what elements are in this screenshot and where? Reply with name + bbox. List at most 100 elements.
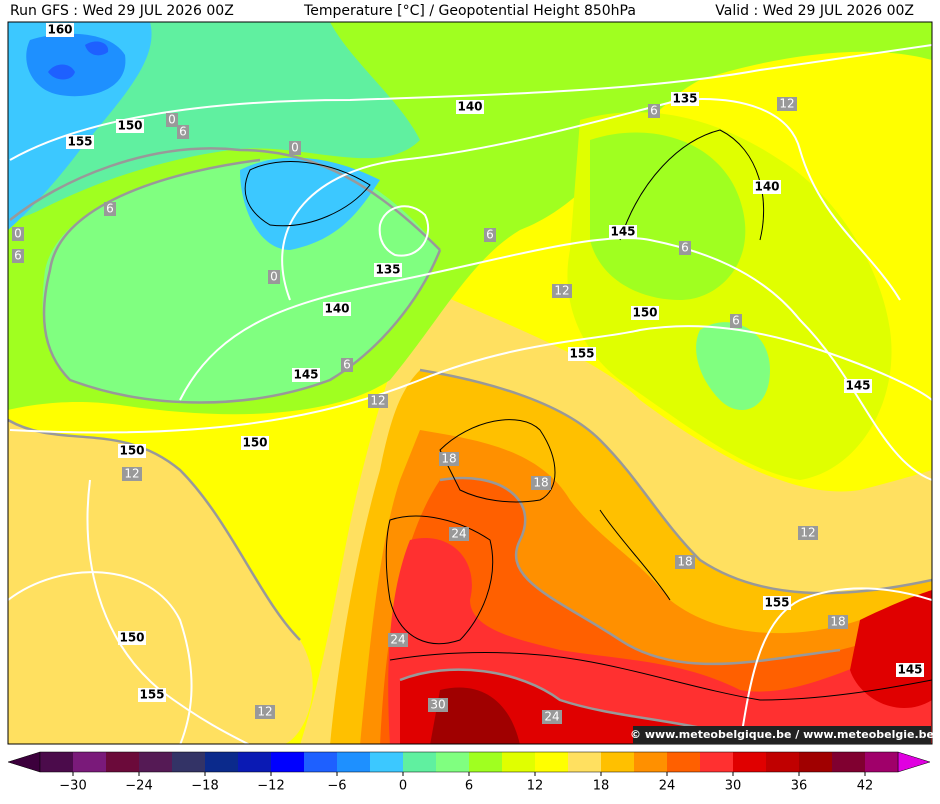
colorbar: −30 −24 −18 −12 −6 0 6 12 18 24 30 36 42 [7, 751, 931, 794]
colorbar-segment [469, 752, 502, 772]
coastlines [244, 129, 932, 701]
colorbar-segment [733, 752, 766, 772]
temperature-label-box [12, 227, 24, 241]
height-label-box [118, 444, 146, 458]
temperature-label-box [12, 249, 24, 263]
temperature-label-box [648, 104, 660, 118]
colorbar-segment [535, 752, 568, 772]
temperature-label-box [777, 97, 797, 111]
height-label: 135 [375, 263, 400, 277]
colorbar-tick-label: −12 [257, 779, 284, 794]
height-label-box [323, 302, 351, 316]
colorbar-segment [73, 752, 106, 772]
colorbar-segment [337, 752, 370, 772]
height-label: 150 [242, 436, 267, 450]
colorbar-segment [799, 752, 832, 772]
colorbar-tick-label: −6 [327, 779, 346, 794]
height-label: 140 [324, 302, 349, 316]
height-label-box [116, 119, 144, 133]
colorbar-segment [172, 752, 205, 772]
colorbar-under [7, 751, 41, 773]
height-label: 140 [457, 100, 482, 114]
temperature-label: 12 [124, 467, 139, 481]
watermark: © www.meteobelgique.be / www.meteobelgie… [630, 728, 934, 741]
height-label-box [763, 596, 791, 610]
height-label-box [568, 347, 596, 361]
colorbar-tick-label: 18 [593, 779, 610, 794]
height-label-box [671, 92, 699, 106]
temperature-label-box [428, 698, 448, 712]
colorbar-segment [601, 752, 634, 772]
field-coldest [48, 41, 109, 80]
temperature-label: 24 [544, 710, 559, 724]
colorbar-segment [436, 752, 469, 772]
field-scandinavia [590, 132, 746, 300]
temperature-label-box [679, 241, 691, 255]
height-label-box [66, 135, 94, 149]
temperature-label: 18 [533, 476, 548, 490]
colorbar-segment [502, 752, 535, 772]
colorbar-segment [139, 752, 172, 772]
temperature-label: 18 [441, 452, 456, 466]
field-36-39 [430, 687, 520, 744]
height-label: 140 [754, 180, 779, 194]
temperature-label: 24 [390, 633, 405, 647]
temperature-label: 6 [681, 241, 689, 255]
temperature-label: 18 [830, 615, 845, 629]
field-east-hot [850, 590, 932, 709]
colorbar-over [897, 751, 931, 773]
height-label: 155 [764, 596, 789, 610]
watermark-background [633, 726, 931, 744]
temperature-label: 12 [554, 284, 569, 298]
temperature-label: 12 [800, 526, 815, 540]
colorbar-segment [865, 752, 898, 772]
colorbar-segment [667, 752, 700, 772]
height-label-box [138, 688, 166, 702]
temperature-label-box [166, 113, 178, 127]
temperature-label-box [531, 476, 551, 490]
isotherms [8, 147, 932, 744]
temperature-label: 18 [677, 555, 692, 569]
height-label: 145 [845, 379, 870, 393]
temperature-label-box [552, 284, 572, 298]
temperature-label-box [255, 705, 275, 719]
field-greenland-colder [26, 33, 126, 97]
height-label: 155 [569, 347, 594, 361]
height-label: 135 [672, 92, 697, 106]
colorbar-tick-label: 36 [791, 779, 808, 794]
run-label: Run GFS : Wed 29 JUL 2026 00Z [10, 3, 234, 19]
colorbar-tick-label: 12 [527, 779, 544, 794]
temperature-label-box [104, 202, 116, 216]
colorbar-segment [106, 752, 139, 772]
height-label-box [609, 225, 637, 239]
colorbar-tick-label: 24 [659, 779, 676, 794]
height-label-box [292, 368, 320, 382]
temperature-label: 6 [732, 314, 740, 328]
temperature-label-box [730, 314, 742, 328]
watermark-box: © www.meteobelgique.be / www.meteobelgie… [630, 726, 934, 744]
temperature-label: 6 [343, 358, 351, 372]
height-label-box [456, 100, 484, 114]
height-label: 145 [610, 225, 635, 239]
colorbar-segment [403, 752, 436, 772]
height-label: 150 [632, 306, 657, 320]
temperature-label-box [675, 555, 695, 569]
colorbar-segment [238, 752, 271, 772]
colorbar-segment [634, 752, 667, 772]
valid-label: Valid : Wed 29 JUL 2026 00Z [715, 3, 914, 19]
map-frame [7, 21, 933, 745]
temperature-label-box [449, 527, 469, 541]
height-label-box [374, 263, 402, 277]
temperature-label: 6 [486, 228, 494, 242]
height-label: 155 [139, 688, 164, 702]
temperature-label-box [828, 615, 848, 629]
temperature-label: 24 [451, 527, 466, 541]
colorbar-segment [304, 752, 337, 772]
colorbar-tick-label: 0 [399, 779, 407, 794]
temperature-label-box [439, 452, 459, 466]
map-title: Temperature [°C] / Geopotential Height 8… [303, 3, 636, 19]
temperature-label: 0 [14, 227, 22, 241]
height-label: 155 [67, 135, 92, 149]
colorbar-segment [700, 752, 733, 772]
